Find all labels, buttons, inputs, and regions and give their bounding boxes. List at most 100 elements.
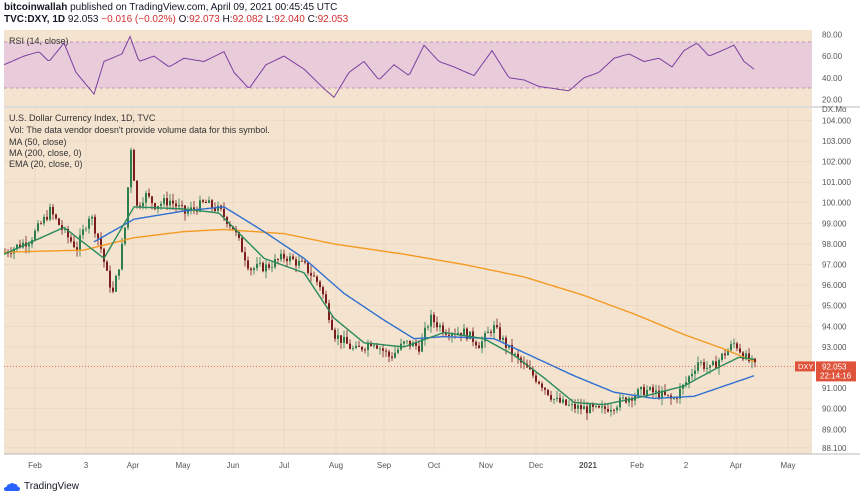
candle-body — [100, 238, 102, 248]
candle-body — [616, 407, 618, 410]
candle-body — [583, 406, 585, 409]
open-value: 92.073 — [189, 14, 220, 25]
candle-body — [55, 214, 57, 218]
candle-body — [331, 320, 333, 330]
ohlc-line: TVC:DXY, 1D 92.053 −0.016 (−0.02%) O:92.… — [4, 14, 348, 25]
candle-body — [646, 390, 648, 395]
candle-body — [298, 261, 300, 266]
candle-body — [70, 237, 72, 241]
candle-body — [595, 406, 597, 407]
candle-body — [178, 205, 180, 206]
candle-body — [538, 382, 540, 384]
candle-body — [571, 404, 573, 405]
candle-body — [148, 193, 150, 196]
candle-body — [142, 203, 144, 207]
candle-body — [622, 397, 624, 398]
candle-body — [700, 362, 702, 363]
candle-body — [265, 264, 267, 271]
legend-ma200[interactable]: MA (200, close, 0) — [9, 148, 82, 158]
candle-body — [334, 330, 336, 339]
legend-ma50[interactable]: MA (50, close) — [9, 137, 67, 147]
candle-body — [577, 405, 579, 409]
candle-body — [541, 384, 543, 388]
candle-body — [355, 346, 357, 348]
price-axis[interactable]: 104.000 103.000 102.000 101.000 100.000 99.00… — [822, 116, 851, 452]
candle-body — [385, 351, 387, 352]
candle-body — [487, 332, 489, 333]
candle-body — [586, 406, 588, 413]
candle-body — [121, 244, 123, 270]
candle-body — [322, 287, 324, 294]
candle-body — [106, 262, 108, 271]
candle-body — [316, 277, 318, 282]
candle-body — [397, 350, 399, 353]
time-tick-label: Aug — [329, 461, 343, 470]
candle-body — [349, 344, 351, 349]
candle-body — [619, 398, 621, 408]
candle-body — [478, 345, 480, 348]
author-name[interactable]: bitcoinwallah — [4, 2, 67, 13]
time-tick-label: Sep — [377, 461, 392, 470]
candle-body — [244, 252, 246, 260]
time-tick-label: Oct — [428, 461, 441, 470]
tradingview-logo[interactable]: TradingView — [4, 481, 79, 492]
candle-body — [310, 273, 312, 276]
candle-body — [124, 228, 126, 244]
candle-body — [667, 395, 669, 396]
candle-body — [562, 400, 564, 403]
candle-body — [406, 341, 408, 342]
rsi-band — [4, 42, 812, 88]
legend-ema20[interactable]: EMA (20, close, 0) — [9, 159, 83, 169]
candle-body — [28, 244, 30, 246]
candle-body — [280, 254, 282, 260]
candle-body — [580, 405, 582, 409]
candle-body — [49, 207, 51, 220]
time-tick-label: May — [780, 461, 795, 470]
candle-body — [493, 325, 495, 333]
candle-body — [307, 263, 309, 273]
candle-body — [724, 354, 726, 356]
time-axis[interactable]: Feb 3 Apr May Jun Jul Aug Sep Oct Nov Dec 2021 Feb 2 A… — [28, 461, 795, 470]
candle-body — [694, 371, 696, 374]
candle-body — [289, 256, 291, 261]
candle-body — [319, 282, 321, 287]
candle-body — [268, 264, 270, 267]
candle-body — [292, 256, 294, 259]
candle-body — [436, 322, 438, 327]
candle-body — [730, 344, 732, 350]
candle-body — [721, 354, 723, 360]
candle-body — [205, 202, 207, 203]
candle-body — [37, 223, 39, 231]
price-tick-label: 101.000 — [822, 178, 851, 187]
candle-body — [166, 198, 168, 205]
candle-body — [295, 259, 297, 265]
price-tick-label: 100.000 — [822, 199, 851, 208]
price-tick-label: 97.000 — [822, 261, 847, 270]
candle-body — [247, 260, 249, 268]
chart-canvas[interactable]: 80.00 60.00 40.00 20.00 104.000 103.000 102.0… — [0, 28, 860, 480]
candle-body — [130, 150, 132, 188]
time-tick-label: Nov — [479, 461, 493, 470]
time-tick-label: 2021 — [579, 461, 597, 470]
candle-body — [109, 271, 111, 288]
candle-body — [175, 204, 177, 207]
price-tick-label: 89.000 — [822, 425, 847, 434]
low-value: 92.040 — [274, 14, 305, 25]
candle-body — [502, 338, 504, 340]
candle-body — [703, 362, 705, 369]
tradingview-cloud-icon — [4, 482, 20, 492]
candle-body — [361, 347, 363, 350]
price-tick-label: 91.000 — [822, 384, 847, 393]
price-tick-label: 88.100 — [822, 444, 847, 453]
candle-body — [94, 217, 96, 234]
price-tick-label: 96.000 — [822, 281, 847, 290]
candle-body — [391, 357, 393, 358]
time-tick-label: Feb — [630, 461, 644, 470]
candle-body — [754, 359, 756, 363]
candle-body — [448, 335, 450, 336]
rsi-tick-label: 80.00 — [822, 30, 843, 39]
price-tick-label: 94.000 — [822, 322, 847, 331]
candle-body — [58, 218, 60, 225]
price-tick-label: 102.000 — [822, 158, 851, 167]
candle-body — [379, 348, 381, 349]
